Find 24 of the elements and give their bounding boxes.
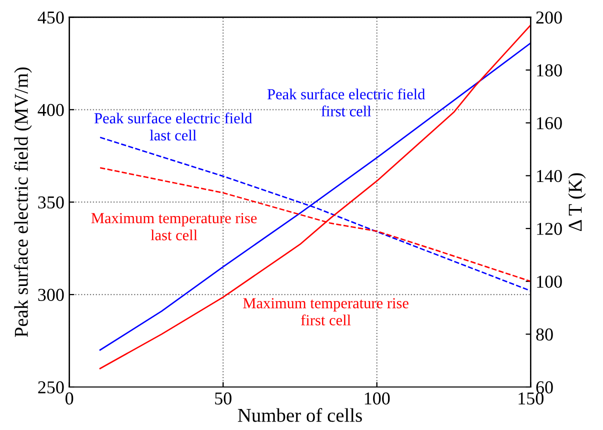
y-tick-label: 300 — [38, 288, 64, 301]
x-axis-title: Number of cells — [238, 408, 362, 422]
y-tick-label: 250 — [38, 381, 64, 394]
y-tick-label: 450 — [38, 11, 64, 24]
x-tick-label: 100 — [364, 392, 390, 405]
y2-tick-label: 160 — [537, 117, 562, 130]
y-tick-label: 350 — [38, 196, 64, 209]
y2-tick-label: 140 — [537, 170, 562, 182]
y-tick-label: 400 — [38, 104, 64, 116]
annotation: Maximum temperature rise last cell — [91, 213, 257, 240]
y2-tick-label: 120 — [537, 222, 562, 235]
y-axis-title: Peak surface electric field (MV/m) — [14, 67, 32, 338]
annotation: Peak surface electric field first cell — [267, 88, 426, 116]
y2-tick-label: 200 — [536, 11, 562, 24]
y2-axis-title: Δ T (K) — [568, 173, 586, 232]
annotation: Peak surface electric field last cell — [94, 112, 252, 140]
y2-tick-label: 180 — [537, 64, 562, 76]
y2-tick-label: 60 — [536, 381, 553, 394]
x-tick-label: 50 — [215, 392, 232, 405]
y2-tick-label: 100 — [537, 276, 562, 288]
x-tick-label: 150 — [518, 392, 544, 405]
x-tick-label: 0 — [66, 392, 74, 405]
y2-tick-label: 80 — [536, 328, 553, 341]
annotation: Maximum temperature rise first cell — [243, 298, 408, 326]
